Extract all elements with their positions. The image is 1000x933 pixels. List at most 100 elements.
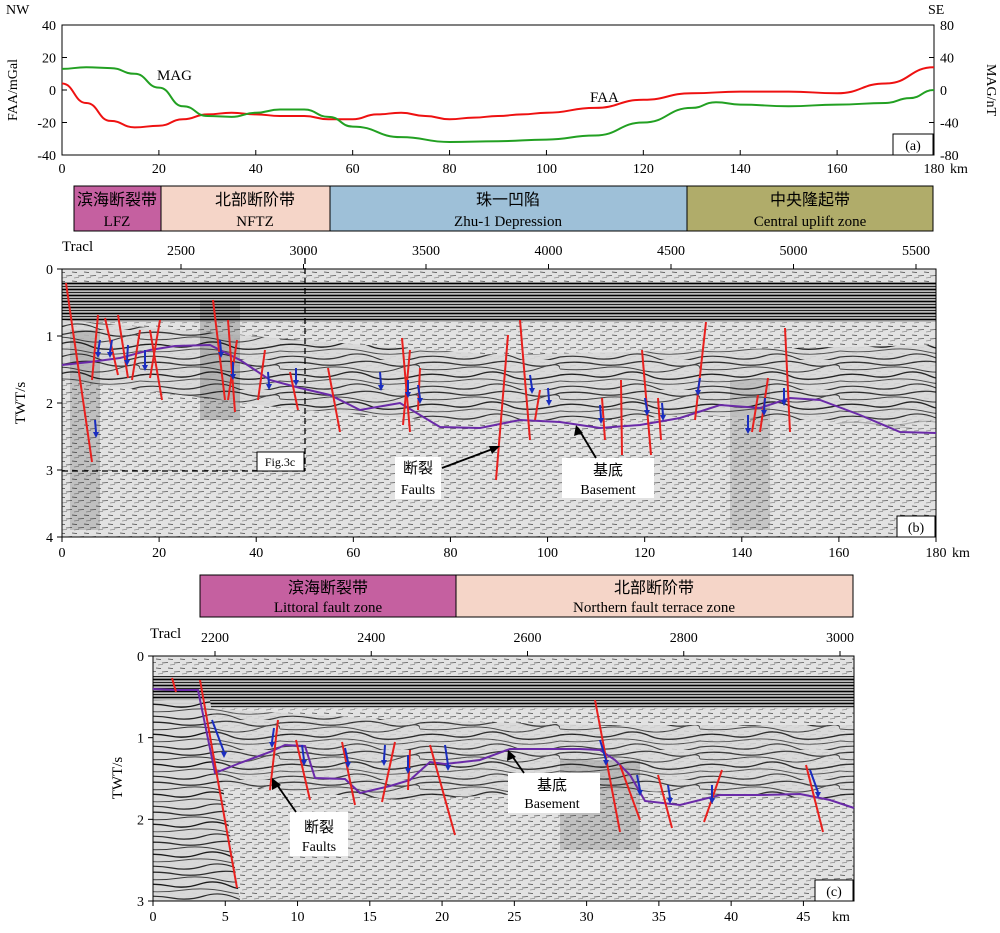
panel-b-tracl-tick-label: 3500 — [412, 244, 440, 259]
zone-northern-en: Northern fault terrace zone — [573, 600, 735, 616]
fault-motion-arrow — [379, 371, 382, 386]
zone-lfz-en: LFZ — [104, 214, 131, 230]
panel-b-y-tick-label: 1 — [46, 330, 53, 345]
fault-motion-arrow — [109, 339, 113, 353]
mag-axis-label: MAG/nT — [983, 64, 998, 117]
fault-motion-arrow — [661, 402, 664, 416]
panel-b-tracl-label: Tracl — [62, 239, 93, 255]
fault-motion-arrowhead — [781, 400, 787, 406]
panel-c-tracl-label: Tracl — [150, 626, 181, 642]
fault-motion-arrow — [599, 739, 607, 761]
fault-motion-arrow — [271, 727, 275, 743]
panel-c-x-tick-label: 10 — [291, 910, 305, 925]
zone-nftz — [160, 185, 331, 232]
fault-motion-arrowhead — [301, 760, 307, 766]
faa-curve-label: FAA — [590, 90, 619, 106]
fault-motion-arrow — [301, 744, 305, 761]
fault-line — [227, 319, 236, 413]
panel-b-x-tick-label: 80 — [443, 546, 457, 561]
fault-motion-arrowhead — [815, 792, 821, 798]
fault-motion-arrow — [599, 404, 602, 419]
fault-line — [327, 367, 341, 433]
panel-c-tracl-tick-label: 3000 — [826, 631, 854, 646]
panel-a-x-tick-label: 140 — [730, 162, 751, 177]
fault-line — [657, 774, 673, 829]
faa-tick-label: 40 — [42, 19, 56, 34]
fault-line — [149, 319, 161, 379]
panel-b-x-tick-label: 120 — [634, 546, 655, 561]
panel-a-x-tick-label: 160 — [827, 162, 848, 177]
fault-motion-arrow — [809, 769, 819, 793]
faa-tick-label: -20 — [37, 117, 56, 132]
fault-motion-arrowhead — [598, 418, 604, 424]
fault-line — [519, 319, 531, 441]
fault-motion-arrow — [697, 377, 701, 391]
fault-line — [212, 299, 226, 401]
fault-motion-arrowhead — [660, 415, 666, 421]
faa-axis-label: FAA/mGal — [6, 59, 21, 121]
faults-b — [65, 282, 791, 481]
zone-zhu1-zh: 珠一凹陷 — [476, 190, 540, 209]
fault-line — [149, 329, 163, 401]
panel-a-x-tick-label: 100 — [536, 162, 557, 177]
fault-line — [289, 371, 299, 411]
panel-b-ylabel: TWT/s — [13, 382, 29, 425]
fault-motion-arrowhead — [381, 760, 387, 766]
basement-zh-c: 基底 — [537, 776, 567, 794]
fault-motion-arrow — [126, 344, 129, 361]
mag-curve-label: MAG — [157, 68, 192, 84]
fault-motion-arrowhead — [445, 765, 451, 771]
nw-label: NW — [6, 3, 30, 18]
fault-motion-arrowhead — [637, 790, 643, 796]
basement-horizon-c — [152, 688, 855, 809]
fault-line — [381, 741, 396, 803]
seismic-section-b — [62, 269, 936, 537]
mag-tick-label: -40 — [940, 117, 959, 132]
panel-a-tag-box — [892, 133, 934, 156]
fault-motion-arrowhead — [644, 410, 650, 416]
fault-motion-arrow — [667, 784, 671, 799]
panel-a-frame — [61, 24, 935, 156]
fault-motion-arrowhead — [124, 360, 130, 366]
fault-line — [131, 329, 141, 381]
panel-a-tag: (a) — [905, 139, 921, 154]
zone-littoral-en: Littoral fault zone — [274, 600, 383, 616]
fault-line — [65, 282, 93, 463]
fault-line — [751, 394, 759, 433]
fault-line — [91, 314, 99, 381]
zone-lfz-zh: 滨海断裂带 — [77, 190, 157, 209]
fault-motion-arrowhead — [230, 374, 236, 380]
fault-motion-arrowhead — [293, 380, 299, 386]
panel-c-x-tick-label: 15 — [363, 910, 377, 925]
fault-motion-arrowhead — [378, 385, 384, 391]
panel-a-x-tick-label: 120 — [633, 162, 654, 177]
mag-tick-label: 80 — [940, 19, 954, 34]
faa-tick-label: 20 — [42, 52, 56, 67]
basement-en-b: Basement — [580, 483, 635, 498]
fault-motion-arrowhead — [93, 432, 99, 438]
panel-b-x-tick-label: 180 — [926, 546, 947, 561]
panel-b-tracl-tick-label: 5500 — [902, 244, 930, 259]
fault-motion-arrowhead — [667, 798, 673, 804]
zone-bar-b: 滨海断裂带 LFZ 北部断阶带 NFTZ 珠一凹陷 Zhu-1 Depressi… — [73, 185, 934, 232]
panel-b-x-tick-label: 140 — [731, 546, 752, 561]
zone-littoral-zh: 滨海断裂带 — [288, 578, 368, 597]
seismic-section-c — [153, 656, 854, 901]
fault-line — [429, 744, 456, 836]
fault-motion-arrowhead — [709, 798, 715, 804]
faults-en-c: Faults — [302, 840, 336, 855]
panel-b-tracl-tick-label: 2500 — [167, 244, 195, 259]
faults-c — [171, 677, 824, 889]
panel-a-x-tick-label: 180 — [924, 162, 945, 177]
fault-line — [784, 327, 791, 433]
fault-motion-arrow — [417, 384, 421, 399]
fault-line — [495, 334, 509, 481]
panel-b-x-tick-label: 0 — [59, 546, 66, 561]
panel-b-tracl-tick-label: 4000 — [535, 244, 563, 259]
panel-c-tracl-tick-label: 2600 — [514, 631, 542, 646]
faa-series-line — [61, 66, 935, 129]
panel-c-x-tick-label: 0 — [150, 910, 157, 925]
panel-a-x-tick-label: 20 — [152, 162, 166, 177]
